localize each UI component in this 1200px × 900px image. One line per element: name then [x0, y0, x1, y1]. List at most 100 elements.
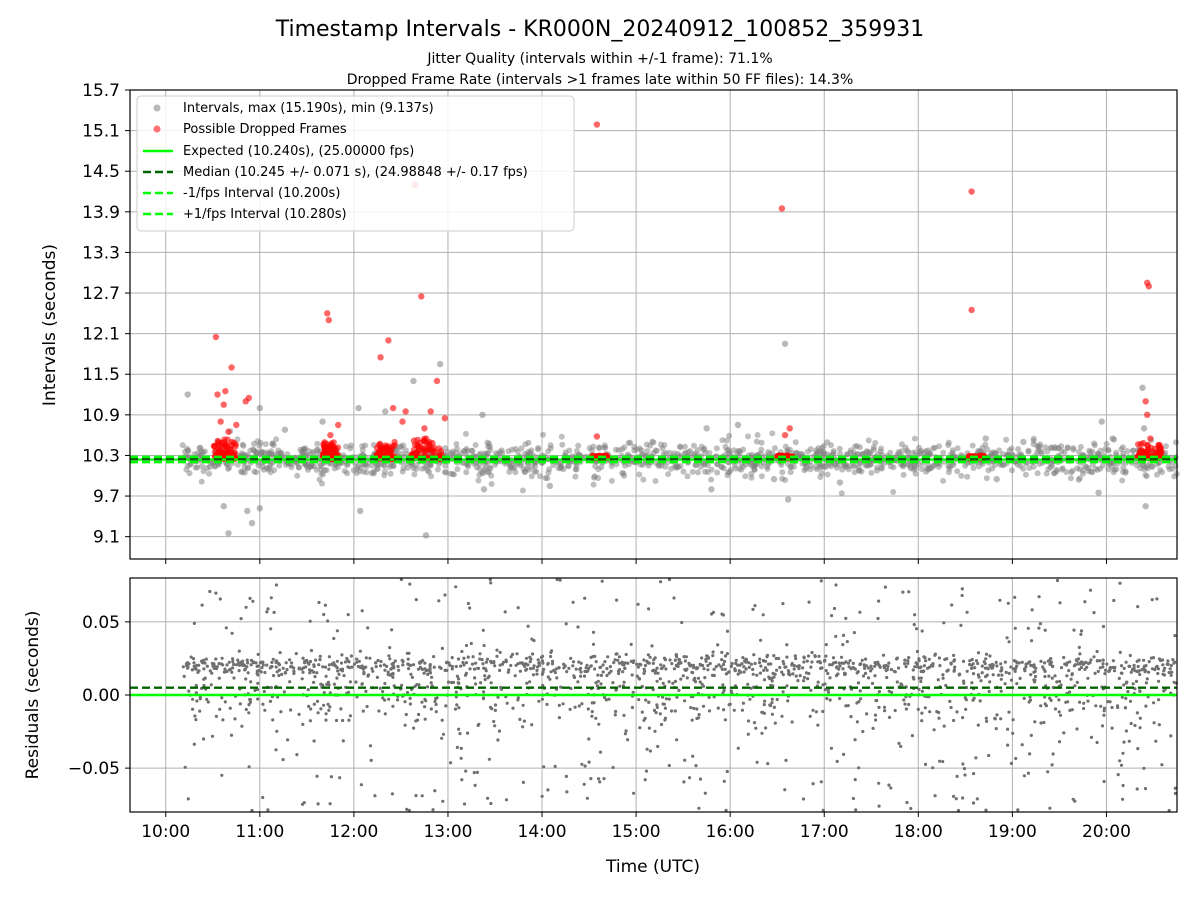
- residual-point: [455, 703, 459, 707]
- residual-point: [1069, 677, 1073, 681]
- interval-point: [402, 447, 409, 454]
- interval-point: [758, 439, 765, 446]
- residual-point: [374, 661, 378, 665]
- residual-point: [410, 675, 414, 680]
- residual-point: [732, 708, 736, 712]
- residual-point: [524, 668, 528, 672]
- residual-point: [658, 677, 662, 681]
- interval-point: [687, 448, 694, 455]
- interval-outlier-point: [784, 496, 792, 503]
- interval-point: [184, 445, 191, 452]
- residual-point: [388, 657, 392, 661]
- residual-point: [339, 668, 343, 672]
- residual-point: [407, 808, 411, 813]
- residual-point: [824, 654, 828, 658]
- residual-point: [923, 706, 927, 710]
- residual-point: [513, 674, 517, 678]
- residual-point: [231, 666, 235, 670]
- residual-point: [336, 669, 340, 673]
- residual-point: [722, 708, 726, 712]
- residual-point: [198, 697, 202, 701]
- residual-point: [688, 776, 692, 780]
- residual-point: [907, 656, 911, 660]
- residual-point: [230, 631, 234, 635]
- residual-point: [1095, 740, 1099, 745]
- residual-point: [1067, 690, 1072, 694]
- residual-point: [408, 696, 412, 701]
- residual-point: [590, 714, 594, 718]
- residual-point: [484, 660, 488, 664]
- residual-point: [1032, 670, 1036, 674]
- intervals-y-tick-label: 10.3: [82, 446, 120, 466]
- residual-point: [701, 663, 705, 668]
- interval-point: [590, 481, 597, 488]
- residual-point: [616, 658, 620, 662]
- residual-point: [689, 706, 693, 710]
- residual-point: [586, 669, 590, 673]
- residual-point: [1070, 672, 1074, 676]
- residual-point: [889, 667, 894, 672]
- residual-point: [897, 741, 901, 746]
- intervals-y-ticks: 9.19.710.310.911.512.112.713.313.914.515…: [82, 81, 130, 548]
- interval-point: [517, 462, 524, 469]
- dropped-frame-point: [411, 441, 419, 448]
- residual-point: [762, 678, 767, 682]
- residual-point: [962, 681, 966, 685]
- residual-point: [670, 662, 674, 666]
- residual-point: [651, 661, 655, 666]
- interval-point: [442, 469, 448, 476]
- residual-point: [1026, 626, 1030, 630]
- interval-point: [393, 447, 400, 454]
- interval-point: [673, 464, 680, 471]
- residual-point: [653, 729, 657, 733]
- residual-point: [237, 663, 242, 667]
- residual-point: [262, 689, 266, 694]
- residual-point: [466, 655, 470, 659]
- residual-point: [952, 718, 956, 723]
- interval-point: [936, 443, 942, 450]
- residual-point: [772, 654, 776, 658]
- residual-point: [455, 674, 459, 678]
- residual-point: [249, 658, 253, 662]
- residual-point: [1136, 747, 1140, 751]
- residual-point: [524, 662, 528, 666]
- residual-point: [613, 658, 617, 662]
- residual-point: [963, 773, 967, 777]
- interval-point: [719, 437, 726, 444]
- x-axis-label: Time (UTC): [605, 857, 700, 877]
- interval-outlier-point: [356, 507, 364, 515]
- residual-point: [542, 765, 546, 769]
- dropped-frame-point: [433, 377, 441, 385]
- residual-point: [546, 675, 550, 679]
- residual-point: [853, 667, 857, 671]
- residual-point: [626, 738, 630, 742]
- residual-point: [730, 661, 734, 666]
- residual-point: [663, 716, 668, 720]
- residual-point: [697, 713, 701, 717]
- residual-point: [277, 668, 281, 672]
- residual-point: [431, 808, 435, 812]
- residual-point: [837, 661, 841, 665]
- interval-point: [1048, 445, 1055, 452]
- residual-point: [970, 657, 974, 662]
- residual-point: [749, 686, 753, 690]
- residual-point: [256, 697, 260, 701]
- residual-point: [316, 802, 320, 806]
- residual-point: [905, 800, 909, 805]
- residual-point: [976, 651, 981, 655]
- residual-point: [408, 582, 412, 586]
- residual-point: [194, 667, 198, 671]
- residual-point: [988, 680, 992, 684]
- residual-point: [1169, 663, 1173, 668]
- residual-point: [864, 657, 868, 661]
- residual-point: [348, 680, 352, 684]
- residual-point: [569, 656, 573, 661]
- residual-point: [208, 669, 212, 673]
- residual-point: [1128, 699, 1133, 703]
- interval-point: [684, 473, 691, 480]
- residual-point: [546, 788, 550, 792]
- interval-point: [207, 464, 213, 470]
- residual-point: [824, 643, 828, 647]
- intervals-y-tick-label: 13.9: [82, 203, 120, 223]
- residual-point: [382, 663, 386, 667]
